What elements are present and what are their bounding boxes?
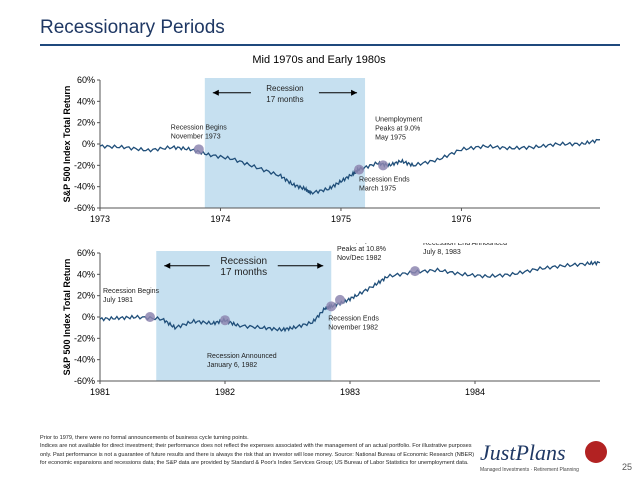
x-tick-label: 1983 [340, 387, 360, 397]
event-annotation: Nov/Dec 1982 [337, 255, 381, 262]
event-annotation: Unemployment [337, 243, 384, 244]
event-annotation: May 1975 [375, 134, 406, 141]
x-tick-label: 1973 [90, 214, 110, 224]
y-tick-label: 60% [77, 75, 95, 85]
y-tick-label: -20% [74, 333, 95, 343]
arrow-left-head-icon [164, 262, 171, 269]
slide-title: Recessionary Periods [40, 17, 225, 38]
footer-line-1: Prior to 1979, there were no formal anno… [40, 435, 249, 441]
y-tick-label: -20% [74, 160, 95, 170]
recession-shade [156, 251, 332, 381]
y-tick-label: -60% [74, 203, 95, 213]
logo-emblem-icon [585, 441, 607, 463]
event-annotation: July 1981 [103, 297, 133, 304]
event-annotation: Recession End Announced [423, 243, 507, 247]
y-tick-label: 20% [77, 291, 95, 301]
arrow-right-head-icon [317, 262, 324, 269]
x-tick-label: 1974 [210, 214, 230, 224]
arrow-right-head-icon [351, 89, 358, 96]
arrow-left-head-icon [212, 89, 219, 96]
y-tick-label: -60% [74, 376, 95, 386]
recession-shade [204, 78, 366, 208]
event-marker [145, 312, 155, 322]
y-tick-label: 40% [77, 96, 95, 106]
event-marker [335, 294, 345, 305]
event-annotation: Unemployment [375, 116, 422, 123]
event-annotation: Recession Begins [171, 124, 228, 131]
title-underline [40, 44, 620, 46]
event-annotation: Recession Ends [328, 315, 379, 322]
y-tick-label: 0% [82, 139, 95, 149]
justplans-logo: JustPlans Managed Investments · Retireme… [480, 440, 607, 473]
y-tick-label: -40% [74, 182, 95, 192]
event-annotation: Recession Announced [207, 353, 277, 360]
x-tick-label: 1984 [465, 387, 485, 397]
x-tick-label: 1982 [215, 387, 235, 397]
event-annotation: July 8, 1983 [423, 249, 461, 256]
chart-1980s: -60% -40% -20% 0% 20% 40% 60% 1981 1982 1983 1984 S… [62, 243, 601, 397]
y-tick-label: -40% [74, 355, 95, 365]
event-annotation: March 1975 [359, 186, 396, 193]
footer-line-2: Indices are not available for direct inv… [40, 443, 475, 467]
y-axis-label: S&P 500 Index Total Return [62, 259, 72, 376]
event-annotation: November 1973 [171, 133, 221, 140]
y-tick-label: 40% [77, 269, 95, 279]
y-axis-label: S&P 500 Index Total Return [62, 86, 72, 203]
page-number: 25 [622, 462, 633, 472]
event-marker [410, 266, 420, 277]
logo-subtitle: Managed Investments · Retirement Plannin… [480, 467, 579, 473]
y-tick-label: 20% [77, 118, 95, 128]
recession-duration-label: Recession [220, 256, 267, 267]
recession-duration-label: Recession [266, 84, 303, 93]
recession-duration-label: 17 months [266, 95, 303, 104]
event-marker [326, 301, 337, 312]
x-tick-label: 1981 [90, 387, 110, 397]
recession-duration-label: 17 months [220, 267, 267, 278]
chart-subtitle: Mid 1970s and Early 1980s [252, 54, 386, 66]
x-tick-label: 1975 [331, 214, 351, 224]
event-annotation: Recession Begins [103, 288, 160, 295]
event-annotation: Recession Ends [359, 177, 410, 184]
event-marker [220, 315, 230, 326]
event-annotation: January 6, 1982 [207, 362, 257, 369]
event-marker [193, 144, 204, 155]
event-annotation: Peaks at 10.8% [337, 246, 386, 253]
x-tick-label: 1976 [451, 214, 471, 224]
disclaimer-footer: Prior to 1979, there were no formal anno… [40, 434, 480, 468]
event-annotation: Peaks at 9.0% [375, 125, 420, 132]
event-marker [378, 160, 389, 171]
y-tick-label: 0% [82, 312, 95, 322]
chart-1970s: -60% -40% -20% 0% 20% 40% 60% 1973 1974 1975 1976 S… [62, 75, 601, 224]
event-annotation: November 1982 [328, 324, 378, 331]
logo-text: JustPlans [480, 440, 566, 465]
event-marker [354, 164, 365, 175]
y-tick-label: 60% [77, 248, 95, 258]
